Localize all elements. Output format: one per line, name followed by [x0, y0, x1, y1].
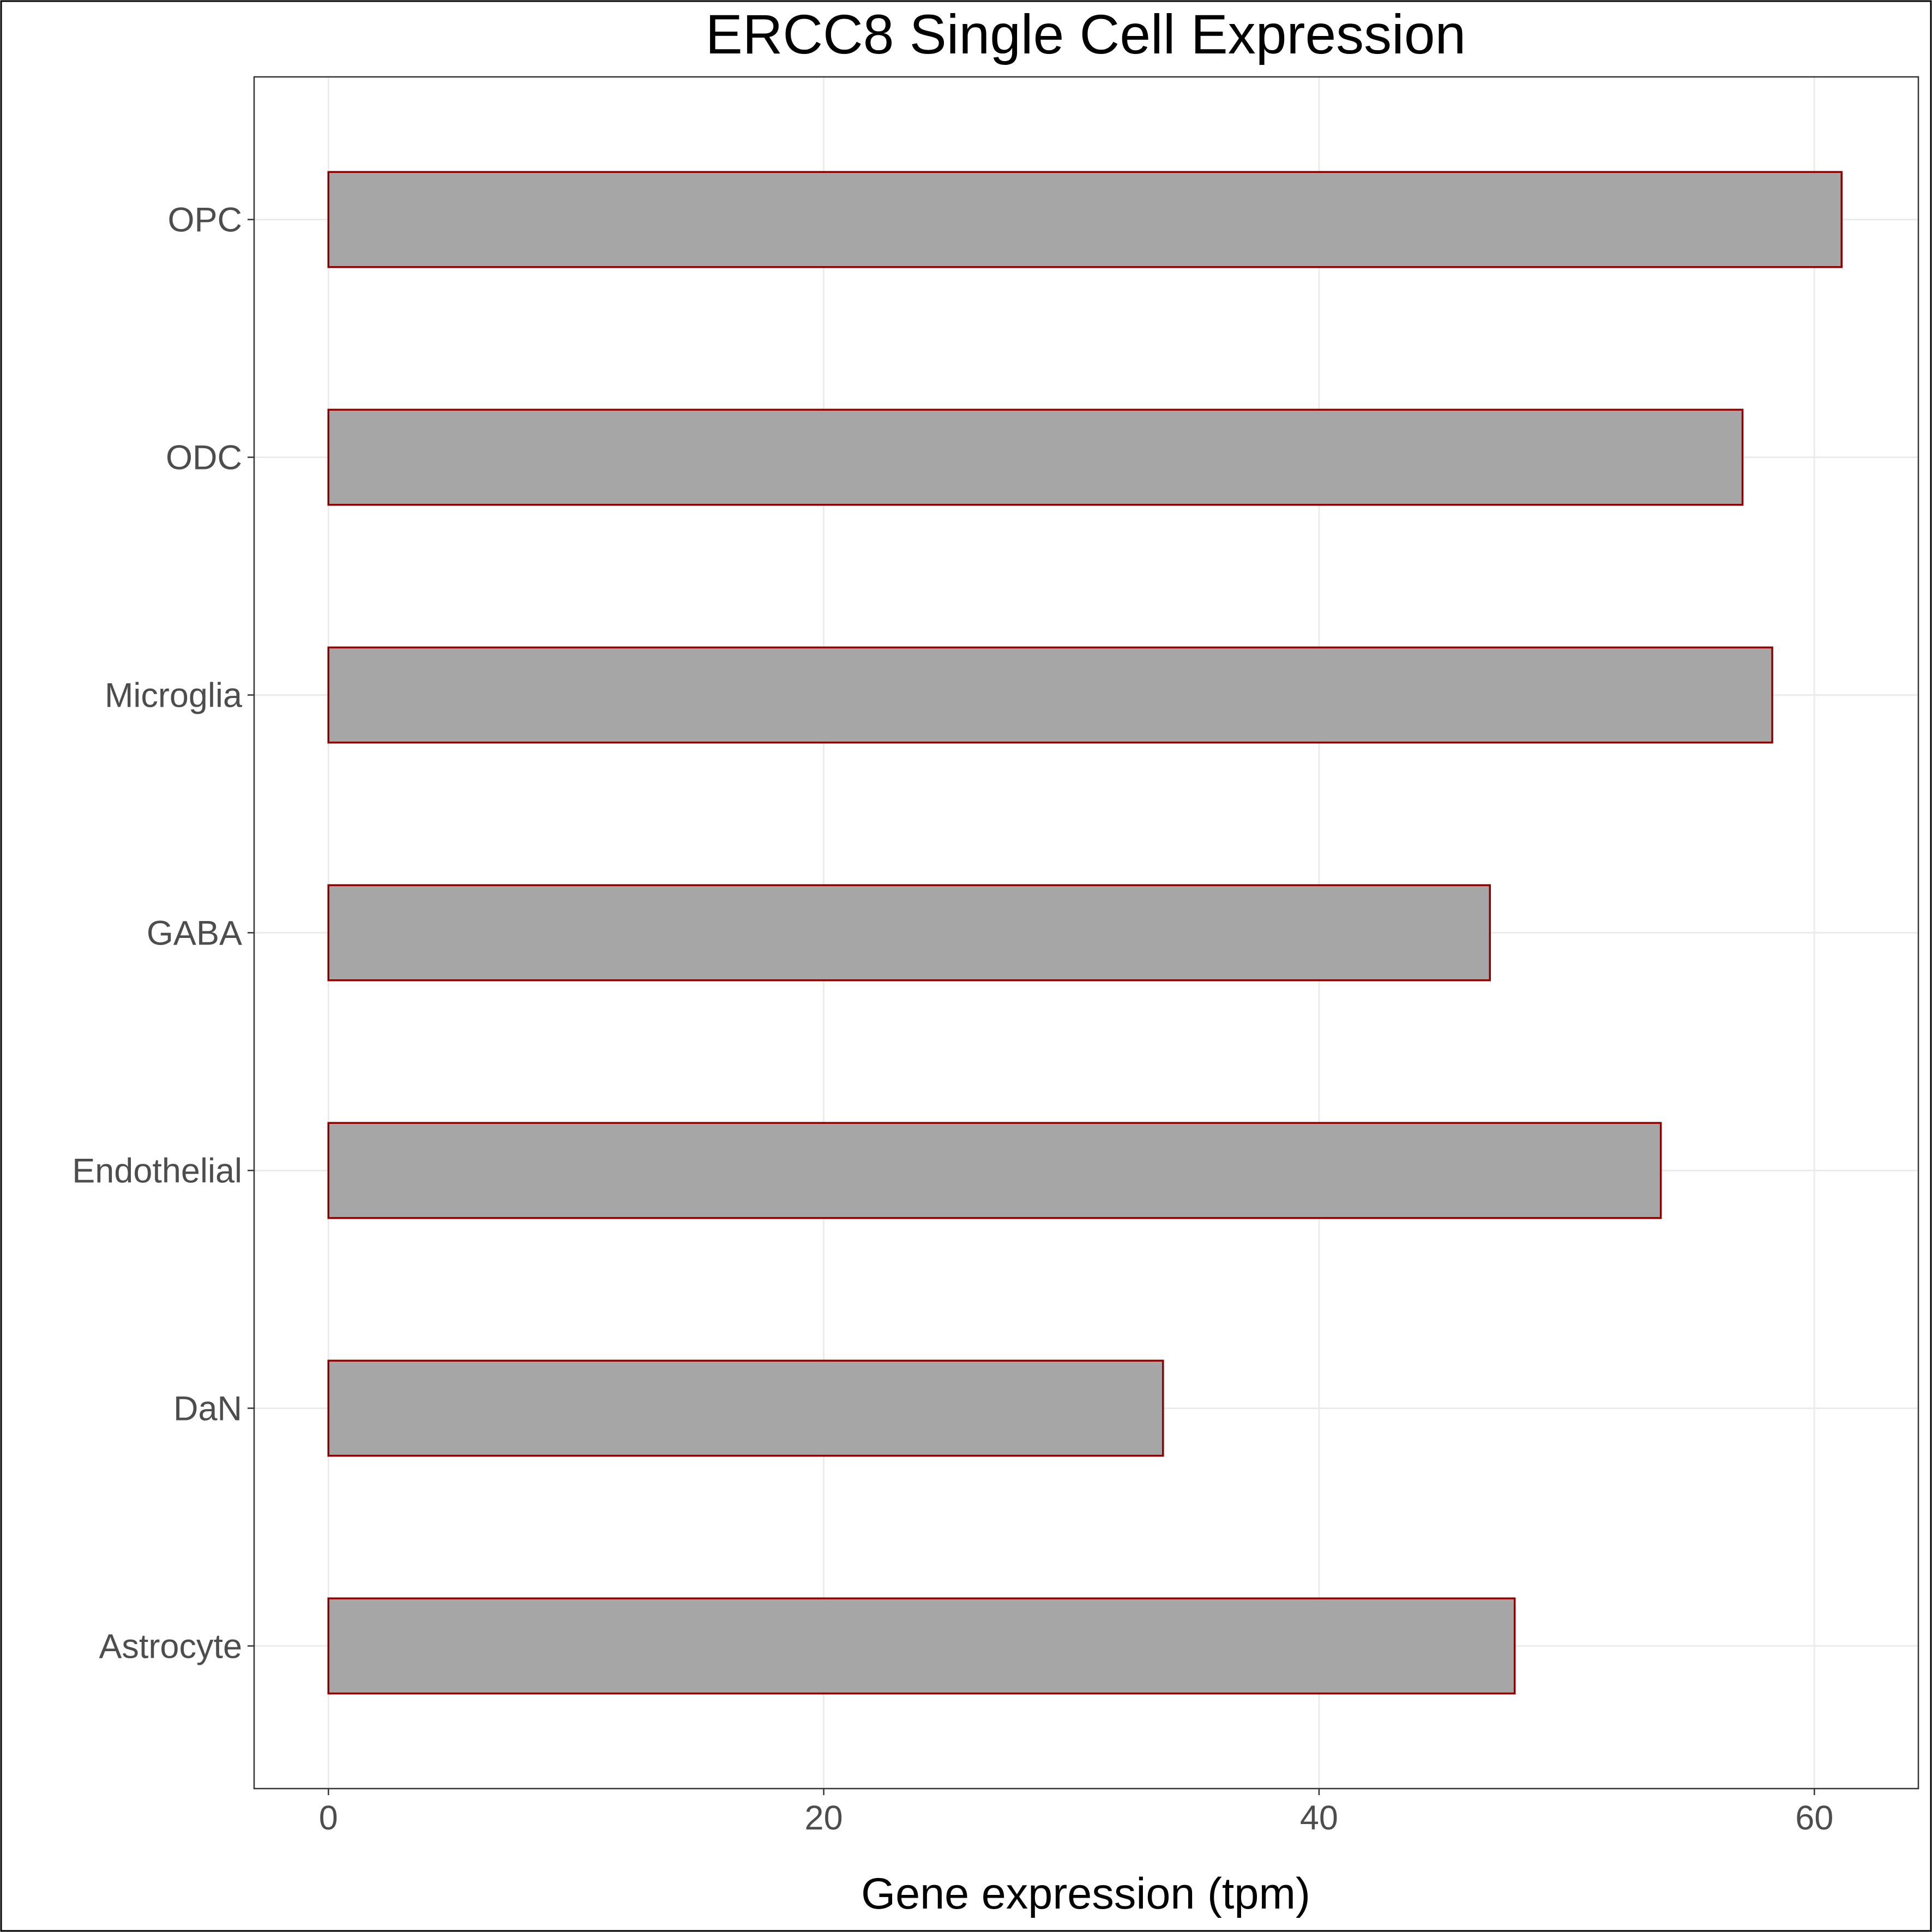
- y-tick-label: GABA: [147, 914, 242, 953]
- y-tick-label: Microglia: [105, 677, 243, 715]
- bar: [327, 1359, 1164, 1457]
- bars: [327, 171, 1843, 1695]
- bar: [327, 884, 1491, 982]
- bar: [327, 1122, 1662, 1219]
- y-tick-label: DaN: [173, 1389, 242, 1428]
- bar: [327, 1597, 1516, 1695]
- x-axis-title: Gene expression (tpm): [861, 1869, 1310, 1918]
- chart-title: ERCC8 Single Cell Expression: [706, 3, 1466, 65]
- y-axis: OPC ODC Microglia GABA Endothelial DaN Astrocy…: [72, 201, 254, 1665]
- y-tick-label: Astrocyte: [99, 1627, 242, 1665]
- bar: [327, 646, 1773, 744]
- y-tick-label: Endothelial: [72, 1152, 242, 1190]
- x-tick-label: 60: [1795, 1799, 1833, 1837]
- y-tick-label: OPC: [167, 201, 242, 239]
- x-axis: 0 20 40 60: [319, 1789, 1833, 1837]
- x-tick-label: 40: [1300, 1799, 1338, 1837]
- x-tick-label: 0: [319, 1799, 338, 1837]
- y-tick-label: ODC: [166, 439, 242, 477]
- bar: [327, 408, 1744, 506]
- x-tick-label: 20: [805, 1799, 843, 1837]
- bar: [327, 171, 1843, 268]
